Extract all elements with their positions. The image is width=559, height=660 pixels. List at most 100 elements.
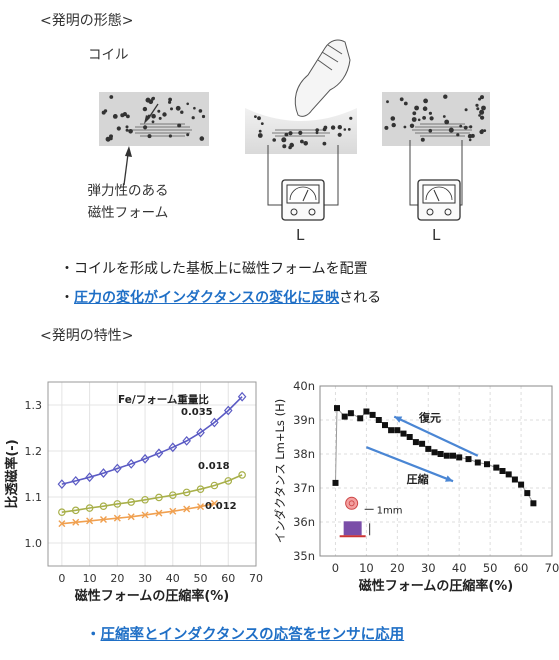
- particle-dot: [201, 114, 206, 119]
- pressure-highlight: 圧力の変化がインダクタンスの変化に反映: [74, 290, 340, 306]
- particle-dot: [168, 97, 173, 102]
- particle-dot: [481, 105, 486, 111]
- meter-icon: [417, 179, 461, 221]
- particle-dot: [411, 117, 417, 122]
- data-point: [530, 500, 537, 507]
- x-axis-label: 磁性フォームの圧縮率(%): [359, 578, 514, 594]
- data-point: [505, 471, 512, 478]
- data-point: [375, 417, 382, 423]
- particle-dot: [478, 114, 481, 117]
- meter-label-2: L: [432, 226, 441, 244]
- bullet-foam-placement: ・コイルを形成した基板上に磁性フォームを配置: [60, 261, 368, 277]
- particle-dot: [126, 114, 130, 119]
- particle-dot: [315, 131, 319, 135]
- particle-dot: [143, 125, 148, 130]
- particle-dot: [112, 114, 118, 119]
- particle-dot: [122, 112, 127, 117]
- particle-dot: [162, 112, 167, 117]
- particle-dot: [177, 123, 182, 128]
- data-point: [388, 427, 395, 434]
- particle-dot: [186, 102, 189, 106]
- data-point: [58, 520, 66, 528]
- closing-text: 圧縮率とインダクタンスの応答をセンサに応用: [100, 627, 405, 643]
- particle-dot: [284, 132, 289, 137]
- foam-panel-released: [382, 92, 490, 221]
- marker-stroke: [127, 513, 135, 521]
- particle-dot: [288, 131, 293, 136]
- data-point: [341, 413, 348, 420]
- data-point: [99, 516, 107, 524]
- particle-dot: [257, 133, 263, 138]
- particle-dot: [409, 123, 415, 128]
- particle-dot: [260, 122, 264, 125]
- data-point: [85, 504, 94, 512]
- particle-dot: [151, 120, 155, 124]
- data-point: [437, 451, 444, 457]
- x-tick-label: 0: [58, 572, 65, 585]
- data-point: [474, 459, 481, 466]
- particle-dot: [147, 134, 152, 139]
- marker-stroke: [210, 499, 218, 507]
- foam-label-line1: 弾力性のある: [87, 183, 169, 199]
- particle-dot: [109, 137, 113, 141]
- series-line-0.018: [61, 474, 243, 513]
- particle-dot: [158, 116, 162, 120]
- x-tick-label: 10: [83, 572, 97, 585]
- char-section-title: <発明の特性>: [40, 328, 134, 344]
- particle-dot: [478, 97, 482, 101]
- foam-pointer-arrow: [123, 153, 129, 186]
- plot-frame: [47, 381, 257, 567]
- data-point: [99, 502, 108, 511]
- meter-icon: [281, 179, 325, 221]
- particle-dot: [315, 128, 320, 132]
- particle-dot: [337, 132, 342, 137]
- foam-panel-pressed: [245, 39, 357, 221]
- compress-arrow: [365, 446, 454, 483]
- particle-dot: [459, 124, 463, 128]
- data-point: [154, 448, 164, 459]
- magnetic-particles: [101, 95, 206, 142]
- particle-dot: [303, 141, 309, 146]
- coil-label: コイル: [88, 47, 129, 63]
- particle-dot: [476, 107, 480, 111]
- data-point: [155, 509, 163, 517]
- data-point: [456, 454, 463, 461]
- x-tick-label: 40: [166, 572, 180, 585]
- marker-stroke: [58, 520, 66, 528]
- data-point: [524, 490, 531, 497]
- data-point: [155, 493, 163, 502]
- y-tick-label: 1.0: [25, 537, 43, 550]
- marker-stroke: [99, 516, 107, 524]
- meter-label-1: L: [296, 226, 305, 244]
- x-tick-label: 30: [138, 572, 152, 585]
- data-point: [425, 445, 432, 452]
- marker-stroke: [113, 514, 121, 522]
- compress-label: 圧縮: [407, 472, 429, 486]
- marker-stroke: [155, 509, 163, 517]
- series-line-0.012: [61, 502, 215, 525]
- x-axis-label: 磁性フォームの圧縮率(%): [75, 588, 230, 604]
- y-tick-label: 40n: [293, 379, 315, 393]
- data-point: [182, 435, 191, 446]
- particle-dot: [128, 129, 133, 134]
- particle-dot: [468, 138, 472, 142]
- particle-dot: [347, 128, 351, 131]
- particle-dot: [475, 103, 479, 107]
- particle-dot: [142, 106, 148, 112]
- particle-dot: [384, 125, 389, 130]
- x-tick-label: 10: [359, 561, 374, 575]
- data-point: [210, 481, 219, 490]
- particle-dot: [429, 116, 434, 121]
- y-tick-label: 1.3: [25, 399, 43, 412]
- magnetic-particles: [254, 115, 353, 150]
- x-tick-label: 20: [110, 572, 124, 585]
- permeability-chart: 0 10 20 30 40 50 60 701.01.11.21.3 Fe/フォーム重量比0.0…: [4, 381, 263, 604]
- data-point: [394, 427, 401, 434]
- data-point: [127, 498, 136, 506]
- x-tick-label: 70: [545, 561, 559, 575]
- data-point: [382, 422, 388, 429]
- data-point: [224, 477, 233, 485]
- y-tick-label: 36n: [293, 515, 315, 529]
- particle-dot: [168, 134, 172, 138]
- data-point: [223, 405, 233, 416]
